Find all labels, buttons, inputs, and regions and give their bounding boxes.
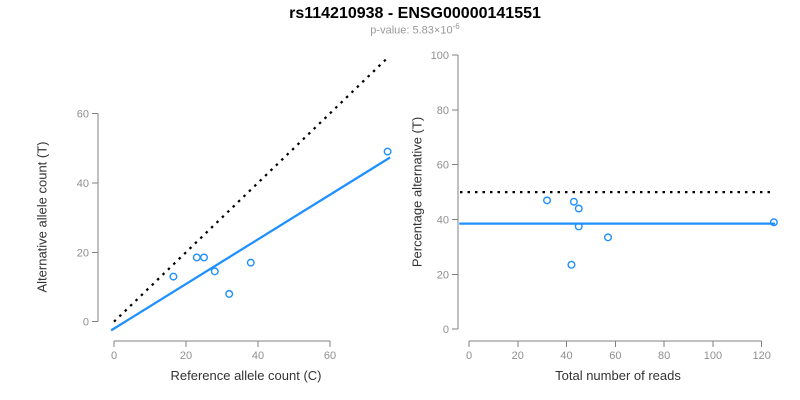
pvalue-subtitle: p-value: 5.83×10-6 <box>370 22 459 37</box>
right-x-tick-label: 0 <box>466 350 472 362</box>
left-x-tick-label: 40 <box>252 350 264 362</box>
data-point <box>199 253 208 262</box>
data-point <box>169 272 178 281</box>
data-point <box>769 218 778 227</box>
left-x-tick-label: 20 <box>180 350 192 362</box>
data-point <box>210 267 219 276</box>
right-x-axis-label: Total number of reads <box>555 368 681 383</box>
right-y-tick-label: 100 <box>431 50 449 62</box>
right-y-tick-label: 80 <box>437 105 449 117</box>
right-x-tick-label: 120 <box>753 350 771 362</box>
left-x-tick-label: 0 <box>111 350 117 362</box>
right-x-tick-label: 100 <box>704 350 722 362</box>
data-point <box>604 233 613 242</box>
right-x-tick-label: 40 <box>560 350 572 362</box>
identity-line <box>113 56 390 323</box>
regression-line <box>110 156 391 332</box>
pvalue-text: p-value: 5.83×10 <box>370 24 453 37</box>
page-title: rs114210938 - ENSG00000141551 <box>289 5 541 22</box>
left-x-tick-label: 60 <box>324 350 336 362</box>
right-y-tick-label: 60 <box>437 160 449 172</box>
left-y-tick-label: 0 <box>83 317 89 329</box>
right-x-tick-label: 80 <box>658 350 670 362</box>
right-y-tick-label: 0 <box>443 324 449 336</box>
right-x-tick-label: 20 <box>512 350 524 362</box>
left-y-tick-label: 60 <box>77 108 89 120</box>
data-point <box>225 289 234 298</box>
data-point <box>246 258 255 267</box>
data-point <box>569 197 578 206</box>
data-point <box>543 196 552 205</box>
left-y-tick-label: 20 <box>77 247 89 259</box>
right-x-tick-label: 60 <box>609 350 621 362</box>
pvalue-exponent: -6 <box>452 22 460 31</box>
left-x-axis-label: Reference allele count (C) <box>170 368 322 383</box>
data-point <box>383 147 392 156</box>
data-point <box>574 222 583 231</box>
right-y-tick-label: 20 <box>437 269 449 281</box>
right-y-tick-label: 40 <box>437 215 449 227</box>
data-point <box>192 253 201 262</box>
left-y-tick-label: 40 <box>77 178 89 190</box>
data-point <box>567 260 576 269</box>
data-point <box>574 204 583 213</box>
